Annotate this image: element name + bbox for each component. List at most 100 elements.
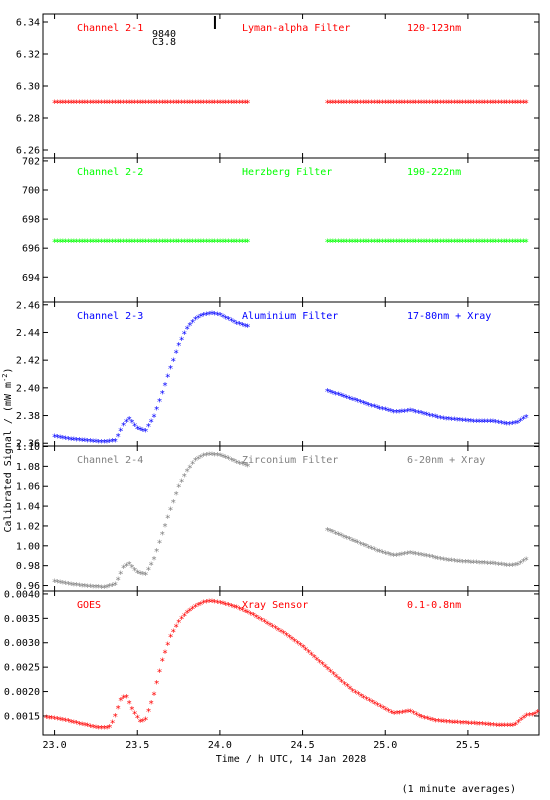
data-point: * bbox=[187, 321, 193, 332]
data-point: * bbox=[90, 237, 96, 248]
panel-channel-name: GOES bbox=[77, 600, 101, 611]
data-point: * bbox=[154, 547, 160, 558]
data-point: * bbox=[515, 419, 521, 430]
data-point: * bbox=[415, 409, 421, 420]
data-point: * bbox=[346, 394, 352, 405]
data-point: * bbox=[151, 555, 157, 566]
data-point: * bbox=[52, 99, 58, 110]
data-point: * bbox=[76, 99, 82, 110]
data-point: * bbox=[413, 550, 419, 561]
data-point: * bbox=[220, 453, 226, 464]
data-point: * bbox=[449, 237, 455, 248]
panel-4: 0.96 0.98 1.00 1.02 1.04 1.06 1.08 1.10 Channel … bbox=[16, 442, 540, 595]
x-tick-label: 25.5 bbox=[456, 740, 480, 751]
data-point: * bbox=[71, 237, 77, 248]
data-point: * bbox=[187, 99, 193, 110]
data-point: * bbox=[473, 99, 479, 110]
data-point: * bbox=[57, 434, 63, 445]
data-point: * bbox=[137, 99, 143, 110]
data-point: * bbox=[184, 467, 190, 478]
data-point: * bbox=[181, 99, 187, 110]
data-point: * bbox=[167, 364, 173, 375]
data-point: * bbox=[223, 237, 229, 248]
data-point: * bbox=[499, 722, 505, 733]
panel-channel-name: Channel 2-1 bbox=[77, 23, 143, 34]
x-tick-label: 23.5 bbox=[125, 740, 149, 751]
data-point: * bbox=[209, 451, 215, 462]
data-point: * bbox=[54, 237, 60, 248]
data-point: * bbox=[366, 237, 372, 248]
data-point: * bbox=[79, 582, 85, 593]
data-point: * bbox=[493, 560, 499, 571]
data-point: * bbox=[76, 720, 82, 731]
y-tick-label: 6.28 bbox=[16, 114, 40, 125]
data-point: * bbox=[518, 716, 524, 727]
data-point: * bbox=[523, 556, 529, 567]
data-point: * bbox=[192, 99, 198, 110]
data-point: * bbox=[493, 721, 499, 732]
data-point: * bbox=[504, 561, 510, 572]
data-point: * bbox=[424, 237, 430, 248]
data-point: * bbox=[143, 99, 149, 110]
data-point: * bbox=[454, 237, 460, 248]
data-point: * bbox=[352, 538, 358, 549]
panel-frame bbox=[42, 157, 540, 303]
y-tick-label: 694 bbox=[22, 273, 40, 284]
data-point: * bbox=[324, 99, 330, 110]
y-tick-label: 702 bbox=[22, 156, 40, 167]
data-point: * bbox=[363, 400, 369, 411]
data-point: * bbox=[198, 237, 204, 248]
data-point: * bbox=[165, 99, 171, 110]
data-point: * bbox=[504, 237, 510, 248]
data-point: * bbox=[220, 312, 226, 323]
data-point: * bbox=[396, 408, 402, 419]
data-point: * bbox=[112, 712, 118, 723]
data-point: * bbox=[451, 416, 457, 427]
data-point: * bbox=[79, 237, 85, 248]
data-point: * bbox=[477, 720, 483, 731]
data-point: * bbox=[220, 237, 226, 248]
data-point: * bbox=[435, 99, 441, 110]
data-point: * bbox=[341, 680, 347, 691]
panel-channel-name: Channel 2-2 bbox=[77, 167, 143, 178]
data-point: * bbox=[187, 463, 193, 474]
data-point: * bbox=[65, 435, 71, 446]
data-point: * bbox=[154, 405, 160, 416]
panel-filter-name: Herzberg Filter bbox=[242, 167, 332, 178]
data-point: * bbox=[101, 438, 107, 449]
data-point: * bbox=[198, 453, 204, 464]
data-point: * bbox=[104, 724, 110, 735]
data-point: * bbox=[143, 715, 149, 726]
data-point: * bbox=[471, 99, 477, 110]
data-point: * bbox=[179, 615, 185, 626]
data-point: * bbox=[443, 415, 449, 426]
panel-channel-name: Channel 2-3 bbox=[77, 311, 143, 322]
data-point: * bbox=[264, 619, 270, 630]
data-point: * bbox=[104, 99, 110, 110]
data-point: * bbox=[520, 557, 526, 568]
data-point: * bbox=[187, 237, 193, 248]
data-point: * bbox=[214, 237, 220, 248]
data-point: * bbox=[179, 477, 185, 488]
y-tick-label: 2.38 bbox=[16, 411, 40, 422]
data-point: * bbox=[104, 237, 110, 248]
data-point: * bbox=[132, 421, 138, 432]
data-point: * bbox=[54, 715, 60, 726]
data-point: * bbox=[444, 718, 450, 729]
data-point: * bbox=[369, 545, 375, 556]
data-point: * bbox=[237, 99, 243, 110]
data-point: * bbox=[463, 719, 469, 730]
data-point: * bbox=[90, 723, 96, 734]
y-tick-label: 2.42 bbox=[16, 356, 40, 367]
data-point: * bbox=[275, 626, 281, 637]
data-point: * bbox=[473, 237, 479, 248]
data-point: * bbox=[429, 412, 435, 423]
data-point: * bbox=[374, 547, 380, 558]
data-point: * bbox=[181, 330, 187, 341]
data-point: * bbox=[223, 600, 229, 611]
data-point: * bbox=[134, 714, 140, 725]
data-point: * bbox=[490, 237, 496, 248]
data-point: * bbox=[330, 528, 336, 539]
data-point: * bbox=[402, 407, 408, 418]
data-point: * bbox=[137, 718, 143, 729]
